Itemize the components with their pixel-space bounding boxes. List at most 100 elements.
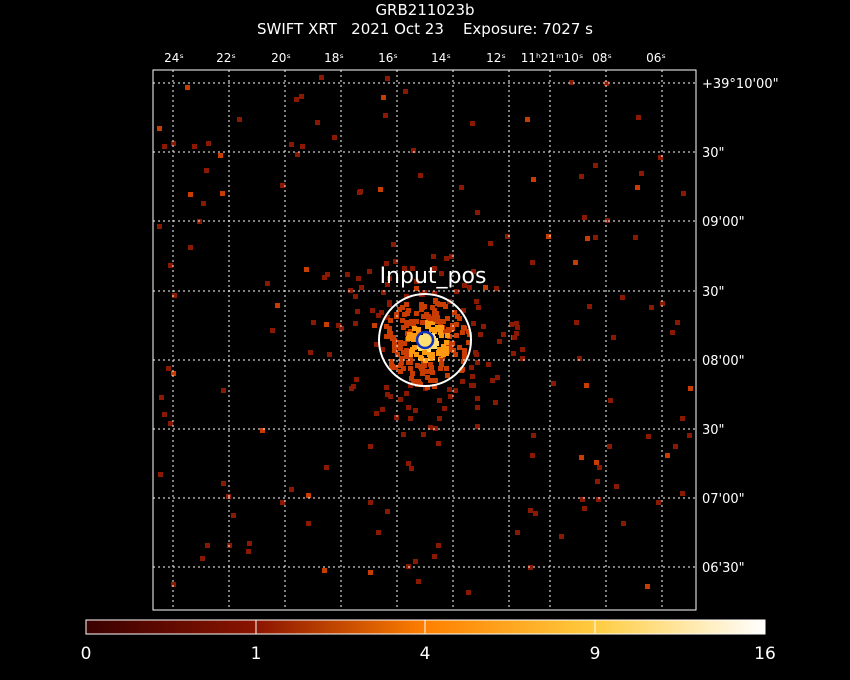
count-pixel [428,356,433,361]
count-pixel [437,398,442,403]
count-pixel [593,235,598,240]
count-pixel [401,432,406,437]
count-pixel [407,332,412,337]
count-pixel [457,316,462,321]
count-pixel [280,183,285,188]
count-pixel [449,254,454,259]
count-pixel [430,320,435,325]
count-pixel [462,351,467,356]
ra-tick-label: 06ˢ [646,51,666,65]
count-pixel [201,201,206,206]
dec-tick-label: 30" [702,146,725,161]
count-pixel [405,311,410,316]
count-pixel [168,421,173,426]
colorbar-tick-label: 9 [590,644,601,664]
count-pixel [376,530,381,535]
count-pixel [421,314,426,319]
colorbar-tick-label: 16 [754,644,776,664]
count-pixel [428,378,433,383]
count-pixel [409,376,414,381]
count-pixel [512,335,517,340]
count-pixel [438,330,443,335]
count-pixel [435,327,440,332]
count-pixel [605,218,610,223]
count-pixel [569,80,574,85]
dec-tick-label: 08'00" [702,354,745,369]
ra-tick-label: 08ˢ [592,51,612,65]
count-pixel [205,543,210,548]
count-pixel [658,155,663,160]
count-pixel [401,325,406,330]
count-pixel [404,391,409,396]
count-pixel [406,308,411,313]
count-pixel [470,121,475,126]
count-pixel [594,460,599,465]
count-pixel [490,378,495,383]
count-pixel [192,144,197,149]
count-pixel [433,317,438,322]
count-pixel [392,338,397,343]
count-pixel [231,513,236,518]
count-pixel [221,388,226,393]
count-pixel [404,354,409,359]
count-pixel [411,337,416,342]
count-pixel [327,352,332,357]
count-pixel [404,320,409,325]
count-pixel [481,324,486,329]
count-pixel [421,339,426,344]
count-pixel [597,465,602,470]
count-pixel [582,215,587,220]
image-frame [152,69,697,611]
count-pixel [439,271,444,276]
colorbar-tick-label: 4 [420,644,431,664]
count-pixel [157,126,162,131]
count-pixel [608,398,613,403]
count-pixel [383,113,388,118]
count-pixel [406,405,411,410]
count-pixel [426,332,431,337]
count-pixel [188,192,193,197]
count-pixel [533,511,538,516]
ra-tick-label: 16ˢ [378,51,398,65]
count-pixel [306,493,311,498]
count-pixel [584,383,589,388]
count-pixel [646,434,651,439]
count-pixel [444,256,449,261]
count-pixel [420,305,425,310]
count-pixel [580,497,585,502]
count-pixel [582,506,587,511]
count-pixel [368,570,373,575]
count-pixel [188,245,193,250]
count-pixel [436,350,441,355]
count-pixel [381,290,386,295]
count-pixel [275,303,280,308]
count-pixel [157,224,162,229]
count-pixel [414,319,419,324]
count-pixel [467,332,472,337]
count-pixel [645,584,650,589]
count-pixel [426,347,431,352]
count-pixel [408,352,413,357]
count-pixel [332,135,337,140]
count-pixel [445,373,450,378]
psf-position-circle [415,330,435,350]
count-pixel [416,579,421,584]
count-pixel [410,371,415,376]
count-pixel [433,426,438,431]
count-pixel [404,350,409,355]
count-pixel [416,328,421,333]
count-pixel [423,331,428,336]
count-pixel [579,455,584,460]
count-pixel [408,357,413,362]
count-pixel [462,326,467,331]
count-pixel [460,330,465,335]
count-pixel [402,266,407,271]
count-pixel [483,285,488,290]
count-pixel [494,286,499,291]
count-pixel [353,321,358,326]
count-pixel [633,235,638,240]
dec-axis-labels: +39°10'00" 30" 09'00" 30" 08'00" 30" 07'00" 06'… [702,77,779,576]
count-pixel [398,363,403,368]
ra-tick-label: 20ˢ [271,51,291,65]
count-pixel [475,210,480,215]
